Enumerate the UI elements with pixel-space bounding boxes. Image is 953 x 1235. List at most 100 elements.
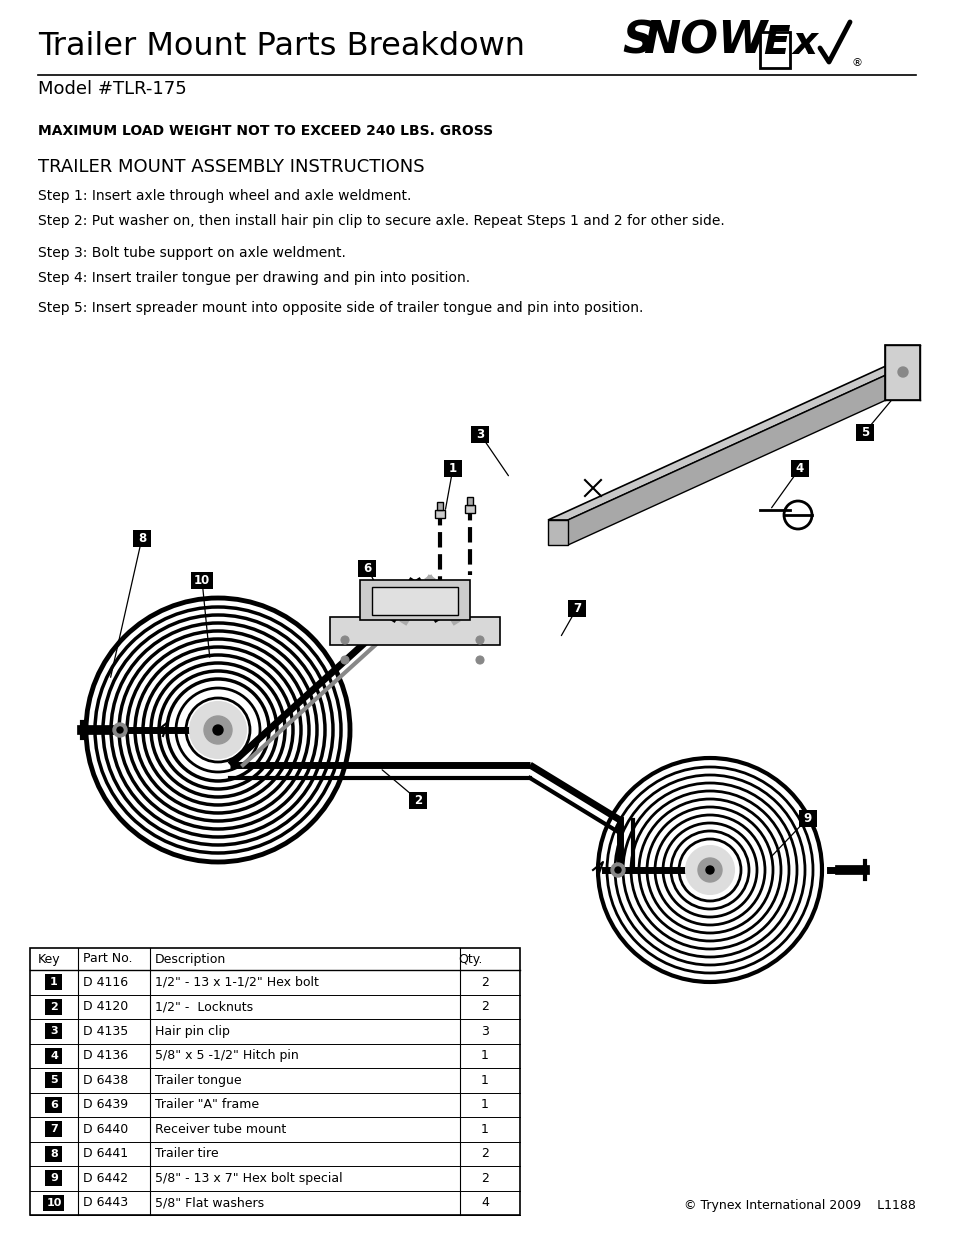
Circle shape bbox=[476, 636, 483, 643]
Text: x: x bbox=[792, 23, 818, 62]
Text: Trailer tongue: Trailer tongue bbox=[154, 1073, 241, 1087]
Text: D 4135: D 4135 bbox=[83, 1025, 128, 1037]
Text: 1/2" - 13 x 1-1/2" Hex bolt: 1/2" - 13 x 1-1/2" Hex bolt bbox=[154, 976, 318, 989]
Circle shape bbox=[610, 863, 624, 877]
Circle shape bbox=[117, 727, 123, 734]
Text: 10: 10 bbox=[47, 1198, 62, 1208]
Circle shape bbox=[340, 636, 349, 643]
Bar bbox=[464, 505, 475, 513]
Text: Step 3: Bolt tube support on axle weldment.: Step 3: Bolt tube support on axle weldme… bbox=[38, 246, 346, 261]
Text: E: E bbox=[762, 23, 789, 62]
Text: 7: 7 bbox=[51, 1124, 58, 1134]
Bar bbox=[46, 999, 63, 1015]
Bar bbox=[760, 32, 789, 68]
Text: D 6441: D 6441 bbox=[83, 1147, 128, 1160]
Text: 3: 3 bbox=[480, 1025, 489, 1037]
Text: 2: 2 bbox=[480, 1000, 489, 1013]
Bar bbox=[799, 809, 816, 826]
Text: NOW: NOW bbox=[642, 19, 766, 62]
Circle shape bbox=[88, 600, 348, 860]
Text: Qty.: Qty. bbox=[457, 952, 481, 966]
Circle shape bbox=[698, 858, 721, 882]
Text: D 4136: D 4136 bbox=[83, 1050, 128, 1062]
Text: Key: Key bbox=[38, 952, 61, 966]
Text: 10: 10 bbox=[193, 573, 210, 587]
Text: 2: 2 bbox=[480, 1172, 489, 1184]
Text: 3: 3 bbox=[476, 427, 483, 441]
Bar bbox=[46, 1121, 63, 1137]
Polygon shape bbox=[547, 520, 567, 545]
Bar bbox=[357, 559, 375, 577]
Bar bbox=[46, 974, 63, 990]
Text: 1/2" -  Locknuts: 1/2" - Locknuts bbox=[154, 1000, 253, 1013]
Text: 2: 2 bbox=[414, 794, 421, 806]
Circle shape bbox=[615, 867, 620, 873]
Text: 2: 2 bbox=[51, 1002, 58, 1011]
Text: 6: 6 bbox=[362, 562, 371, 574]
Text: 7: 7 bbox=[573, 601, 580, 615]
Text: 1: 1 bbox=[449, 462, 456, 474]
Text: MAXIMUM LOAD WEIGHT NOT TO EXCEED 240 LBS. GROSS: MAXIMUM LOAD WEIGHT NOT TO EXCEED 240 LB… bbox=[38, 124, 493, 138]
Bar bbox=[855, 424, 873, 441]
Circle shape bbox=[705, 866, 713, 874]
Text: © Trynex International 2009    L1188: © Trynex International 2009 L1188 bbox=[683, 1199, 915, 1212]
Circle shape bbox=[213, 725, 223, 735]
Circle shape bbox=[86, 598, 350, 862]
Bar bbox=[467, 496, 473, 505]
Text: 5/8" x 5 -1/2" Hitch pin: 5/8" x 5 -1/2" Hitch pin bbox=[154, 1050, 298, 1062]
Text: 5/8" - 13 x 7" Hex bolt special: 5/8" - 13 x 7" Hex bolt special bbox=[154, 1172, 342, 1184]
Circle shape bbox=[598, 758, 821, 982]
Circle shape bbox=[112, 722, 127, 737]
Bar bbox=[132, 530, 151, 547]
Bar bbox=[46, 1146, 63, 1162]
Text: 8: 8 bbox=[51, 1149, 58, 1158]
Text: D 6439: D 6439 bbox=[83, 1098, 128, 1112]
Polygon shape bbox=[567, 366, 907, 545]
Text: Step 2: Put washer on, then install hair pin clip to secure axle. Repeat Steps 1: Step 2: Put washer on, then install hair… bbox=[38, 214, 724, 228]
Text: D 6442: D 6442 bbox=[83, 1172, 128, 1184]
Text: D 4120: D 4120 bbox=[83, 1000, 128, 1013]
Bar bbox=[191, 572, 213, 589]
Bar bbox=[46, 1171, 63, 1187]
Text: 9: 9 bbox=[803, 811, 811, 825]
Text: 8: 8 bbox=[138, 531, 146, 545]
Text: Model #TLR-175: Model #TLR-175 bbox=[38, 80, 187, 98]
Text: TRAILER MOUNT ASSEMBLY INSTRUCTIONS: TRAILER MOUNT ASSEMBLY INSTRUCTIONS bbox=[38, 158, 424, 177]
Text: ®: ® bbox=[851, 58, 862, 68]
Text: 4: 4 bbox=[795, 462, 803, 474]
Text: D 6440: D 6440 bbox=[83, 1123, 128, 1136]
Text: S: S bbox=[621, 19, 654, 62]
Text: 9: 9 bbox=[50, 1173, 58, 1183]
Text: Receiver tube mount: Receiver tube mount bbox=[154, 1123, 286, 1136]
Text: Step 1: Insert axle through wheel and axle weldment.: Step 1: Insert axle through wheel and ax… bbox=[38, 189, 411, 203]
Text: GR4 — 16: GR4 — 16 bbox=[38, 1199, 100, 1212]
Text: Trailer "A" frame: Trailer "A" frame bbox=[154, 1098, 259, 1112]
Bar bbox=[46, 1024, 63, 1039]
Text: 1: 1 bbox=[480, 1073, 489, 1087]
Text: 1: 1 bbox=[480, 1123, 489, 1136]
Circle shape bbox=[190, 701, 246, 758]
Text: 4: 4 bbox=[480, 1197, 489, 1209]
Text: Hair pin clip: Hair pin clip bbox=[154, 1025, 230, 1037]
Text: Trailer tire: Trailer tire bbox=[154, 1147, 218, 1160]
Circle shape bbox=[685, 846, 733, 894]
Text: Description: Description bbox=[154, 952, 226, 966]
Text: 5: 5 bbox=[860, 426, 868, 438]
Bar bbox=[443, 459, 461, 477]
Bar bbox=[567, 599, 585, 616]
Circle shape bbox=[204, 716, 232, 743]
Polygon shape bbox=[884, 345, 919, 400]
Text: 1: 1 bbox=[51, 977, 58, 987]
Polygon shape bbox=[359, 580, 470, 620]
Text: Part No.: Part No. bbox=[83, 952, 132, 966]
Text: 6: 6 bbox=[50, 1099, 58, 1110]
Polygon shape bbox=[547, 366, 907, 520]
Text: 3: 3 bbox=[51, 1026, 58, 1036]
Text: Step 4: Insert trailer tongue per drawing and pin into position.: Step 4: Insert trailer tongue per drawin… bbox=[38, 270, 470, 285]
Bar bbox=[46, 1072, 63, 1088]
Text: D 4116: D 4116 bbox=[83, 976, 128, 989]
Text: 1: 1 bbox=[480, 1050, 489, 1062]
Bar bbox=[435, 510, 444, 517]
Circle shape bbox=[599, 760, 820, 981]
Bar bbox=[409, 792, 427, 809]
